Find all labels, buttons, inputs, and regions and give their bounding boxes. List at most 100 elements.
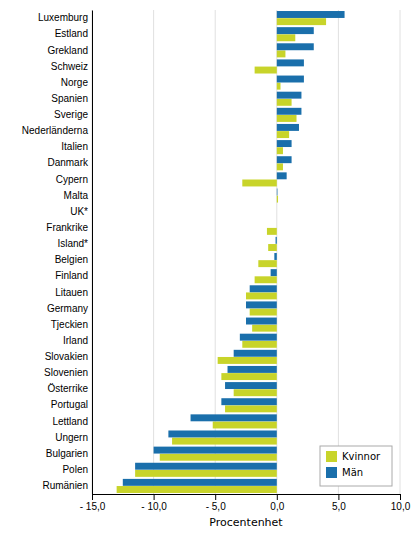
tick: Frankrike xyxy=(46,222,92,233)
tick: Estland xyxy=(55,28,92,39)
legend-label: Män xyxy=(342,467,363,478)
grid-line xyxy=(400,10,401,494)
axis-line xyxy=(93,495,401,501)
tick-label: Norge xyxy=(61,77,89,88)
tick: Malta xyxy=(64,190,92,201)
bar xyxy=(225,382,277,389)
series xyxy=(123,11,345,486)
tick-label: Sverige xyxy=(54,109,88,120)
bar xyxy=(277,27,314,34)
bar xyxy=(225,405,277,412)
bar xyxy=(234,350,277,357)
legend-box xyxy=(320,446,392,486)
tick: 5,0 xyxy=(332,494,346,512)
grid-line xyxy=(276,10,277,494)
bar xyxy=(276,237,277,244)
chart-container: - 15,0 - 10,0 - 5,0 0,0 5,0 10,0 Luxemburg Estl… xyxy=(0,0,416,534)
tick: Germany xyxy=(47,303,92,314)
bar xyxy=(277,99,292,106)
tick-mark xyxy=(215,494,216,500)
bar xyxy=(213,422,277,429)
tick-mark xyxy=(338,494,339,500)
tick-label: Cypern xyxy=(56,174,88,185)
legend: Kvinnor Män xyxy=(320,446,392,486)
tick: 10,0 xyxy=(391,494,411,512)
tick-label: Estland xyxy=(55,28,88,39)
grid-line xyxy=(153,10,154,494)
tick-label: UK* xyxy=(70,206,88,217)
tick-label: Island* xyxy=(57,238,88,249)
bar xyxy=(191,414,277,421)
bar xyxy=(277,108,302,115)
legend-item: Kvinnor xyxy=(326,451,381,462)
tick-label: Germany xyxy=(47,303,88,314)
bar xyxy=(271,269,277,276)
tick: Ungern xyxy=(55,432,92,443)
tick: 0,0 xyxy=(270,494,284,512)
tick: - 5,0 xyxy=(206,494,226,512)
tick: Tjeckien xyxy=(51,319,92,330)
legend-swatch xyxy=(326,451,337,462)
tick: Luxemburg xyxy=(38,12,92,23)
bar xyxy=(277,147,283,154)
tick: Cypern xyxy=(56,174,92,185)
tick: Bulgarien xyxy=(46,448,92,459)
tick-label: Litauen xyxy=(55,287,88,298)
bar xyxy=(234,389,277,396)
bar xyxy=(277,34,295,41)
tick-label: Italien xyxy=(61,141,88,152)
bar xyxy=(277,83,281,90)
bar xyxy=(250,309,277,316)
bar xyxy=(228,366,277,373)
tick: Island* xyxy=(57,238,92,249)
bar xyxy=(277,43,314,50)
tick: Sverige xyxy=(54,109,92,120)
chart: - 15,0 - 10,0 - 5,0 0,0 5,0 10,0 Luxemburg Estl… xyxy=(0,0,416,534)
tick-label: - 15,0 xyxy=(80,501,106,512)
series xyxy=(117,18,326,493)
tick-label: Rumänien xyxy=(42,480,88,491)
tick-label: Belgien xyxy=(55,254,88,265)
bar xyxy=(135,463,277,470)
bar xyxy=(160,454,277,461)
grid-line xyxy=(92,10,93,494)
bar xyxy=(221,373,276,380)
tick: Slovenien xyxy=(44,367,92,378)
tick: Grekland xyxy=(47,45,92,56)
tick-label: 10,0 xyxy=(391,501,411,512)
tick-label: Frankrike xyxy=(46,222,88,233)
bar xyxy=(242,180,276,187)
bar xyxy=(277,163,283,170)
grid-line xyxy=(338,10,339,494)
bar xyxy=(154,447,277,454)
tick-label: 5,0 xyxy=(332,501,346,512)
bar xyxy=(135,470,277,477)
tick-label: Polen xyxy=(62,464,88,475)
tick: Irland xyxy=(63,335,92,346)
tick-label: Nederländerna xyxy=(22,125,89,136)
tick: Rumänien xyxy=(42,480,92,491)
bar xyxy=(277,172,287,179)
tick-mark xyxy=(277,494,278,500)
tick: Danmark xyxy=(47,157,92,168)
legend-label: Kvinnor xyxy=(342,451,381,462)
bar xyxy=(277,115,297,122)
tick-label: Lettland xyxy=(52,416,88,427)
tick: Norge xyxy=(61,77,92,88)
tick: Litauen xyxy=(55,287,92,298)
tick-label: Bulgarien xyxy=(46,448,88,459)
tick-label: Irland xyxy=(63,335,88,346)
grid xyxy=(92,10,400,494)
bar xyxy=(221,398,276,405)
bar xyxy=(246,318,277,325)
bar xyxy=(277,156,292,163)
tick-label: - 10,0 xyxy=(141,501,167,512)
tick-label: 0,0 xyxy=(270,501,284,512)
x-axis-title: Procentenhet xyxy=(209,516,283,529)
bar xyxy=(267,228,277,235)
bar xyxy=(276,221,277,228)
tick: Nederländerna xyxy=(22,125,92,136)
bar xyxy=(240,334,277,341)
bar xyxy=(274,253,276,260)
tick-label: Schweiz xyxy=(51,61,88,72)
